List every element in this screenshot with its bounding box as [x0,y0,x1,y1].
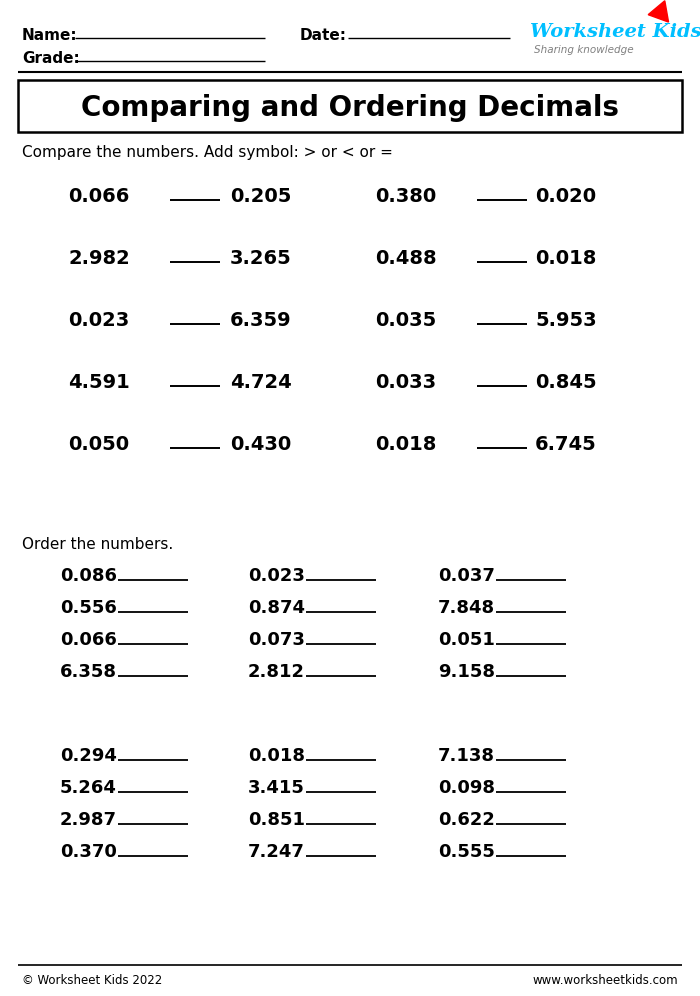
Text: 0.488: 0.488 [375,248,437,268]
Text: Compare the numbers. Add symbol: > or < or =: Compare the numbers. Add symbol: > or < … [22,144,393,159]
Text: 0.874: 0.874 [248,599,305,617]
Text: 0.033: 0.033 [375,373,436,391]
Text: 3.265: 3.265 [230,248,292,268]
Text: 0.073: 0.073 [248,631,305,649]
Text: 0.205: 0.205 [230,186,291,205]
Text: 0.023: 0.023 [248,567,305,585]
Text: 0.622: 0.622 [438,811,495,829]
Text: 0.037: 0.037 [438,567,495,585]
Text: 0.370: 0.370 [60,843,117,861]
Text: 0.430: 0.430 [230,434,291,453]
Text: Sharing knowledge: Sharing knowledge [534,45,634,55]
Text: 0.294: 0.294 [60,747,117,765]
Text: 6.745: 6.745 [535,434,596,453]
Text: 0.555: 0.555 [438,843,495,861]
Text: 6.359: 6.359 [230,311,292,330]
Text: Order the numbers.: Order the numbers. [22,537,174,552]
Text: Date:: Date: [300,28,347,43]
Text: 7.247: 7.247 [248,843,305,861]
Text: 0.018: 0.018 [535,248,596,268]
Text: 0.380: 0.380 [375,186,436,205]
Text: 0.035: 0.035 [375,311,436,330]
Text: 3.415: 3.415 [248,779,305,797]
Text: 0.066: 0.066 [68,186,130,205]
Text: 0.051: 0.051 [438,631,495,649]
Text: www.worksheetkids.com: www.worksheetkids.com [533,973,678,986]
Text: 5.953: 5.953 [535,311,596,330]
Text: © Worksheet Kids 2022: © Worksheet Kids 2022 [22,973,162,986]
Text: 0.020: 0.020 [535,186,596,205]
Text: 2.987: 2.987 [60,811,117,829]
Text: 0.066: 0.066 [60,631,117,649]
Text: 7.138: 7.138 [438,747,495,765]
Text: 0.023: 0.023 [68,311,130,330]
Text: 0.851: 0.851 [248,811,305,829]
Text: 9.158: 9.158 [438,663,495,681]
Text: 0.098: 0.098 [438,779,495,797]
Text: 2.812: 2.812 [248,663,305,681]
Text: 0.556: 0.556 [60,599,117,617]
Text: 4.591: 4.591 [68,373,130,391]
Text: 6.358: 6.358 [60,663,117,681]
Text: 0.845: 0.845 [535,373,596,391]
Text: 0.086: 0.086 [60,567,117,585]
Text: 5.264: 5.264 [60,779,117,797]
Text: 0.050: 0.050 [68,434,129,453]
Text: Name:: Name: [22,28,78,43]
Text: Worksheet Kids: Worksheet Kids [530,23,700,41]
FancyBboxPatch shape [18,80,682,132]
Text: 7.848: 7.848 [438,599,495,617]
Text: Grade:: Grade: [22,51,80,66]
Text: 2.982: 2.982 [68,248,130,268]
Text: 0.018: 0.018 [248,747,305,765]
Text: 0.018: 0.018 [375,434,436,453]
Text: 4.724: 4.724 [230,373,292,391]
Text: Comparing and Ordering Decimals: Comparing and Ordering Decimals [81,94,619,122]
